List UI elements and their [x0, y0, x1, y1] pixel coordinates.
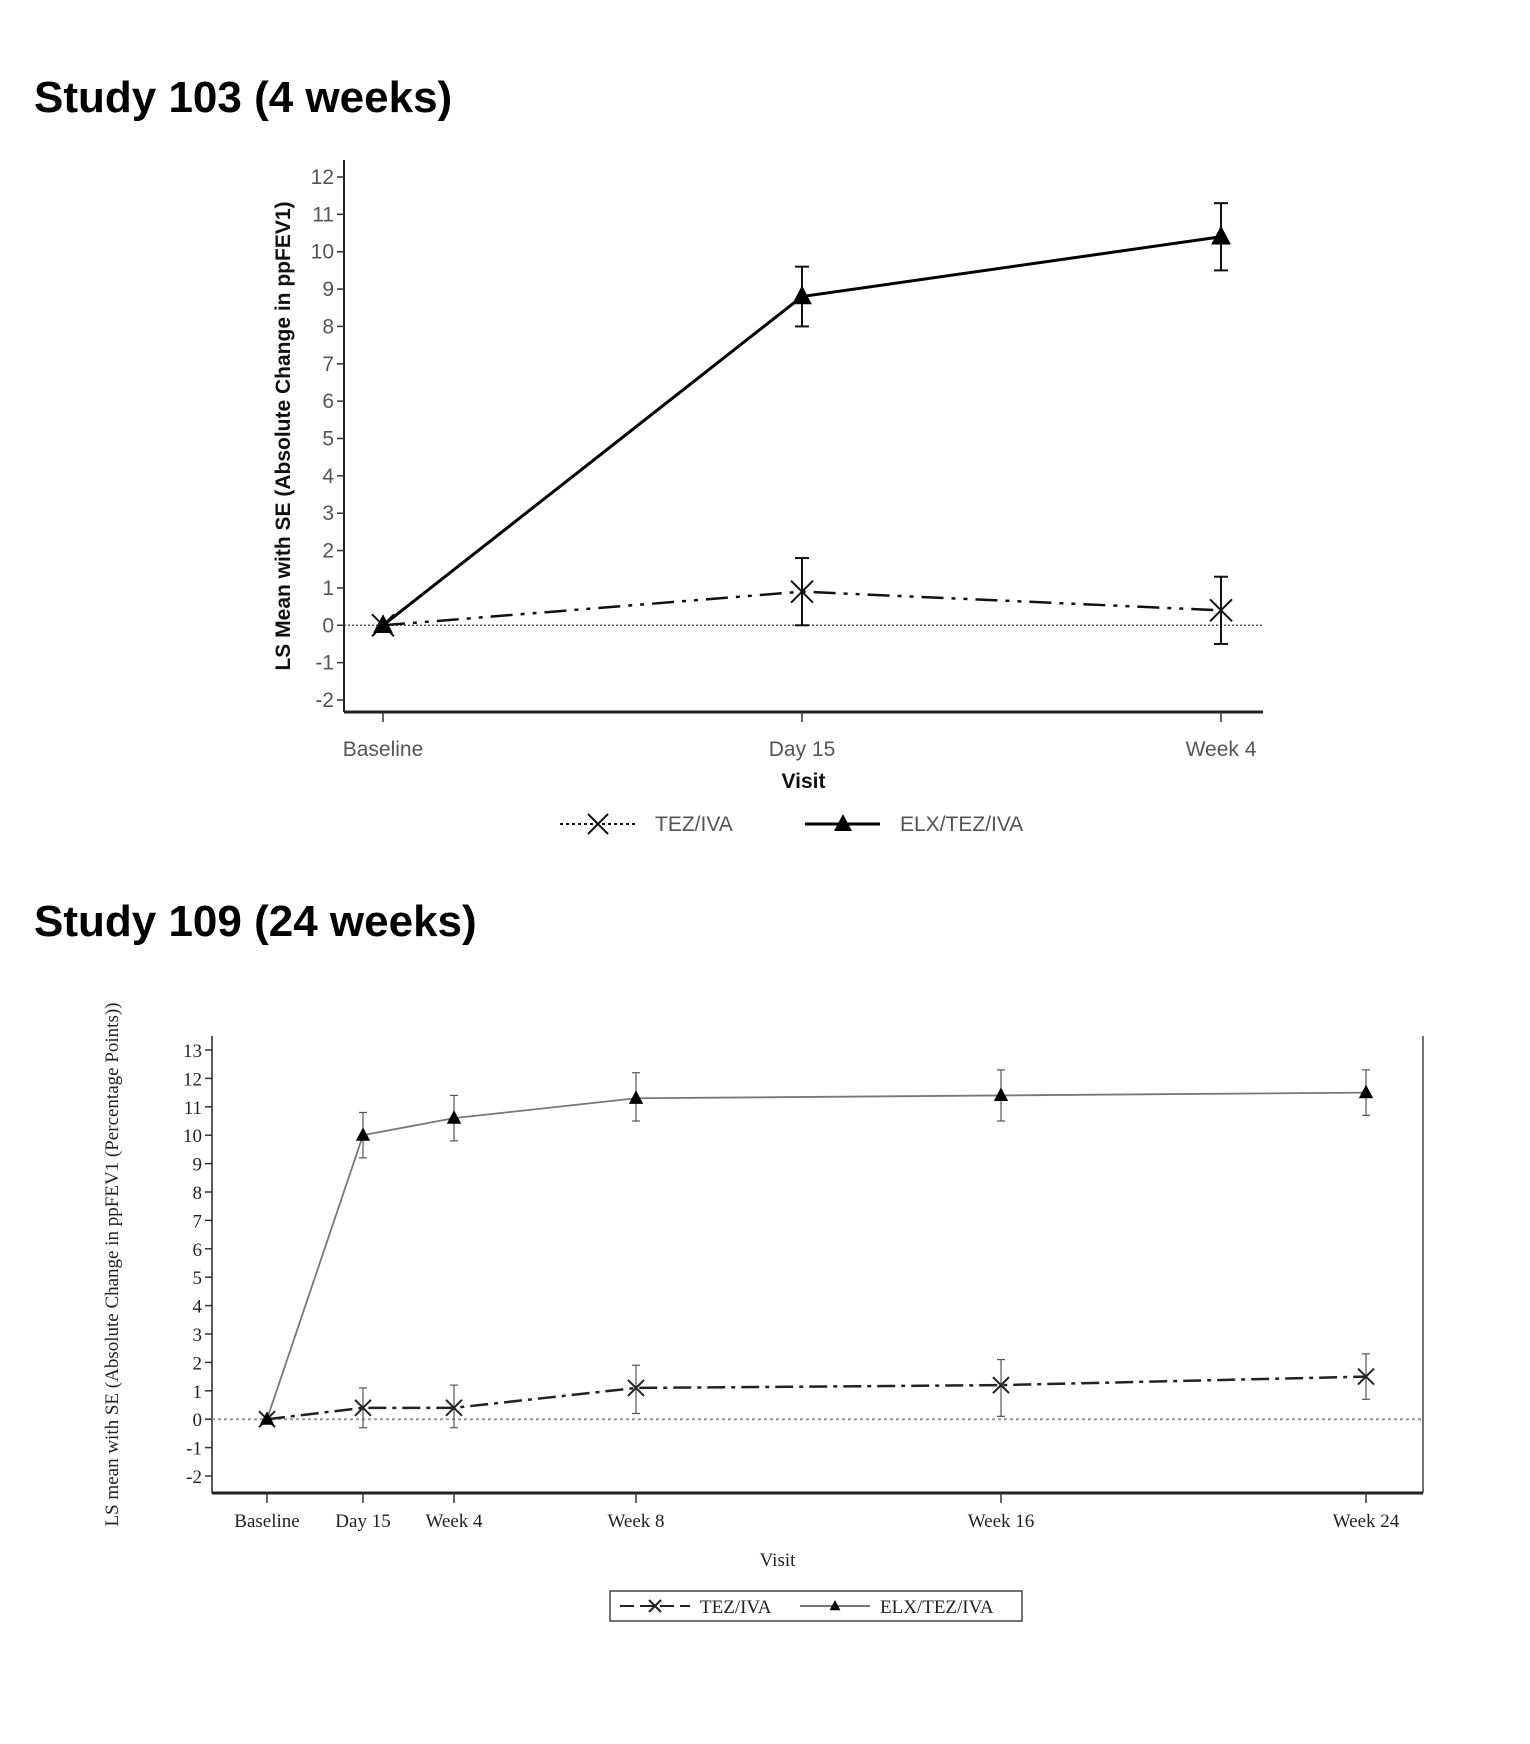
y-tick-label: 1 — [322, 577, 334, 600]
data-point — [993, 1087, 1009, 1102]
y-tick-label: 13 — [183, 1041, 202, 1062]
data-point — [628, 1090, 644, 1104]
data-point — [445, 1399, 463, 1417]
y-tick-label: 1 — [193, 1382, 203, 1403]
legend-label: TEZ/IVA — [655, 813, 733, 836]
y-tick-label: 8 — [322, 315, 334, 338]
series-tez-iva — [258, 1353, 1375, 1429]
y-tick-label: 8 — [193, 1183, 203, 1204]
x-marker-icon — [587, 813, 609, 835]
y-tick-label: 3 — [193, 1325, 203, 1346]
y-tick-label: 6 — [193, 1240, 203, 1261]
y-tick-label: 10 — [183, 1126, 202, 1147]
y-tick-label: 7 — [193, 1211, 203, 1232]
triangle-icon — [829, 1600, 841, 1611]
series-tez-iva — [371, 557, 1233, 645]
y-tick-label: 11 — [184, 1098, 202, 1119]
y-tick-label: 12 — [311, 166, 334, 189]
x-axis-label: Visit — [760, 1550, 797, 1571]
chart-1-title: Study 103 (4 weeks) — [34, 73, 452, 122]
legend-box — [609, 1590, 1023, 1622]
y-tick-label: 6 — [322, 390, 334, 413]
y-tick-label: 9 — [322, 278, 334, 301]
data-point — [446, 1110, 462, 1124]
data-point — [354, 1399, 372, 1417]
y-tick-label: -1 — [186, 1439, 202, 1460]
x-tick-label: Week 4 — [425, 1511, 483, 1532]
y-tick-label: 5 — [193, 1268, 203, 1289]
data-point — [992, 1376, 1010, 1394]
data-point — [627, 1379, 645, 1397]
data-point — [790, 579, 814, 604]
series-line — [266, 1375, 1367, 1421]
data-point — [1209, 598, 1233, 623]
x-marker-icon — [648, 1599, 662, 1613]
y-tick-label: -1 — [315, 652, 334, 675]
data-point — [1358, 1084, 1374, 1099]
x-tick-label: Week 4 — [1186, 738, 1257, 761]
legend-label: ELX/TEZ/IVA — [900, 813, 1023, 836]
y-tick-label: 0 — [193, 1410, 203, 1431]
x-tick-label: Week 24 — [1333, 1511, 1400, 1532]
series-elx-tez-iva — [373, 202, 1231, 633]
data-point — [1211, 225, 1231, 245]
data-point — [1357, 1367, 1375, 1386]
y-tick-label: -2 — [315, 689, 334, 712]
x-tick-label: Week 8 — [607, 1511, 664, 1532]
legend-label: TEZ/IVA — [700, 1597, 772, 1618]
y-axis-label: LS mean with SE (Absolute Change in ppFE… — [102, 1002, 123, 1526]
data-point — [792, 285, 812, 305]
chart-2-title: Study 109 (24 weeks) — [34, 897, 477, 946]
series-elx-tez-iva — [259, 1069, 1374, 1425]
y-tick-label: 5 — [322, 428, 334, 451]
x-tick-label: Baseline — [234, 1511, 299, 1532]
legend-label: ELX/TEZ/IVA — [880, 1597, 994, 1618]
x-axis-label: Visit — [782, 770, 826, 793]
data-point — [355, 1127, 371, 1141]
y-tick-label: 2 — [193, 1353, 203, 1374]
y-axis-label: LS Mean with SE (Absolute Change in ppFE… — [272, 201, 295, 670]
y-tick-label: -2 — [186, 1467, 202, 1488]
y-tick-label: 10 — [311, 241, 334, 264]
y-tick-label: 2 — [322, 540, 334, 563]
triangle-icon — [834, 814, 852, 831]
data-point — [373, 614, 393, 633]
y-tick-label: 0 — [322, 614, 334, 637]
series-line — [266, 1091, 1367, 1420]
x-tick-label: Day 15 — [769, 738, 836, 761]
y-tick-label: 12 — [183, 1069, 202, 1090]
y-tick-label: 9 — [193, 1155, 203, 1176]
y-tick-label: 4 — [193, 1297, 203, 1318]
y-tick-label: 11 — [312, 203, 334, 226]
x-tick-label: Day 15 — [335, 1511, 390, 1532]
data-point — [259, 1411, 275, 1425]
x-tick-label: Week 16 — [968, 1511, 1035, 1532]
y-tick-label: 4 — [322, 465, 334, 488]
x-tick-label: Baseline — [343, 738, 424, 761]
y-tick-label: 3 — [322, 502, 334, 525]
y-tick-label: 7 — [322, 353, 334, 376]
